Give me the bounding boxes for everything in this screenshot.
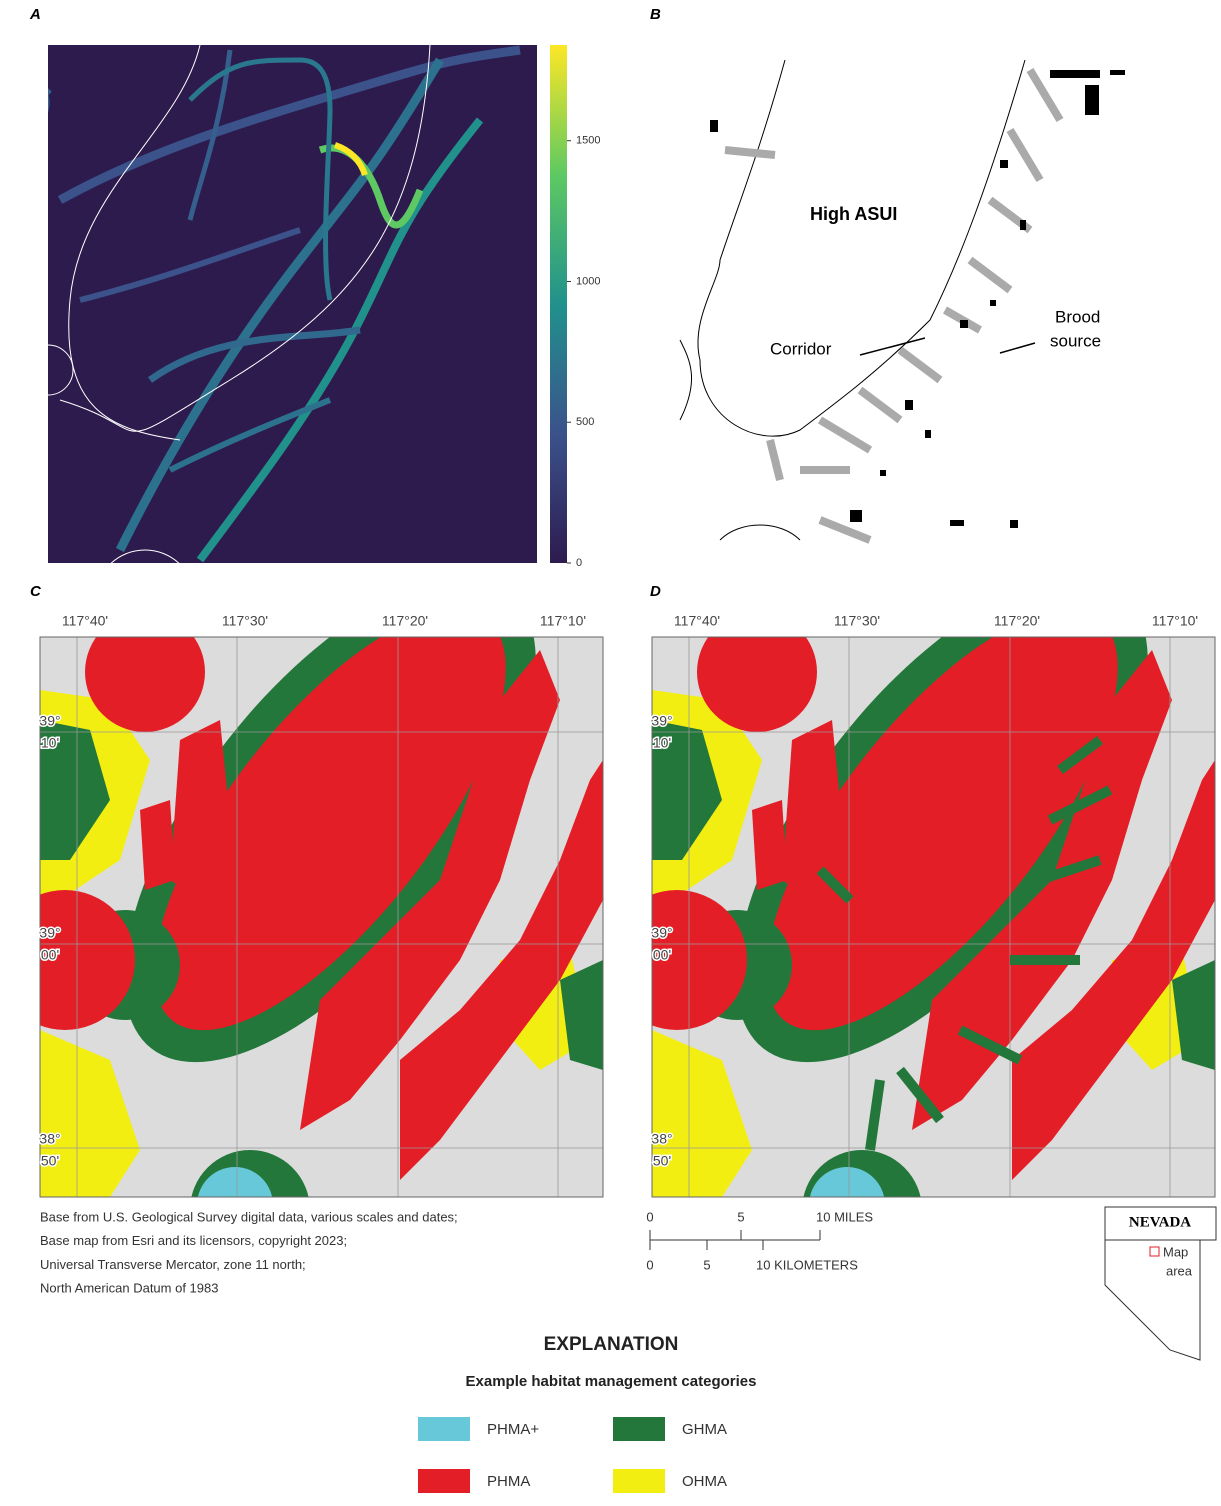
legend-swatch xyxy=(613,1469,665,1493)
longitude-label: 117°20' xyxy=(382,613,428,629)
annotation: Corridor xyxy=(770,339,832,358)
legend-subtitle: Example habitat management categories xyxy=(466,1373,757,1390)
longitude-label: 117°40' xyxy=(62,613,108,629)
legend-label: GHMA xyxy=(682,1421,727,1438)
panel-label: D xyxy=(650,583,661,600)
panel-label: A xyxy=(29,6,41,23)
latitude-label: 39° xyxy=(651,925,672,941)
scale-label: 0 xyxy=(646,1257,653,1272)
legend-title: EXPLANATION xyxy=(544,1334,679,1355)
latitude-label: 10' xyxy=(653,735,671,751)
legend-swatch xyxy=(613,1417,665,1441)
latitude-label: 10' xyxy=(41,735,59,751)
scale-label: 10 MILES xyxy=(816,1209,873,1224)
scale-label: 5 xyxy=(737,1209,744,1224)
map-area-marker xyxy=(1150,1247,1159,1256)
legend-swatch xyxy=(418,1469,470,1493)
annotation: source xyxy=(1050,331,1101,350)
latitude-label: 39° xyxy=(39,925,60,941)
corridor-map xyxy=(680,60,1125,540)
inset-label: Map xyxy=(1163,1244,1188,1259)
colorbar xyxy=(550,45,567,563)
latitude-label: 39° xyxy=(651,713,672,729)
latitude-label: 00' xyxy=(41,947,59,963)
inset-label: area xyxy=(1166,1263,1193,1278)
scale-label: 0 xyxy=(646,1209,653,1224)
legend-swatch xyxy=(418,1417,470,1441)
latitude-label: 00' xyxy=(653,947,671,963)
credit-line: Base map from Esri and its licensors, co… xyxy=(40,1233,347,1248)
legend-label: OHMA xyxy=(682,1473,727,1490)
latitude-label: 50' xyxy=(653,1153,671,1169)
scale-label: 10 KILOMETERS xyxy=(756,1257,858,1272)
colorbar-tick-label: 1500 xyxy=(576,135,600,147)
longitude-label: 117°10' xyxy=(540,613,586,629)
latitude-label: 39° xyxy=(39,713,60,729)
panel-label: B xyxy=(650,6,661,23)
colorbar-tick-label: 1000 xyxy=(576,275,600,287)
credit-line: Base from U.S. Geological Survey digital… xyxy=(40,1209,458,1224)
annotation: Brood xyxy=(1055,307,1100,326)
region-label: High ASUI xyxy=(810,204,897,224)
legend-label: PHMA xyxy=(487,1473,530,1490)
latitude-label: 50' xyxy=(41,1153,59,1169)
longitude-label: 117°10' xyxy=(1152,613,1198,629)
longitude-label: 117°40' xyxy=(674,613,720,629)
legend-label: PHMA+ xyxy=(487,1421,539,1438)
latitude-label: 38° xyxy=(651,1131,672,1147)
longitude-label: 117°30' xyxy=(222,613,268,629)
longitude-label: 117°20' xyxy=(994,613,1040,629)
scale-bar xyxy=(650,1230,820,1250)
figure: A 050010001500 B High ASUI Corridor Broo… xyxy=(0,0,1221,1501)
colorbar-tick-label: 0 xyxy=(576,557,582,569)
credit-line: North American Datum of 1983 xyxy=(40,1281,218,1296)
scale-label: 5 xyxy=(703,1257,710,1272)
credit-line: Universal Transverse Mercator, zone 11 n… xyxy=(40,1257,306,1272)
panel-label: C xyxy=(30,583,42,600)
colorbar-tick-label: 500 xyxy=(576,416,594,428)
latitude-label: 38° xyxy=(39,1131,60,1147)
longitude-label: 117°30' xyxy=(834,613,880,629)
heatmap-background xyxy=(48,45,537,563)
state-name: NEVADA xyxy=(1129,1214,1191,1230)
